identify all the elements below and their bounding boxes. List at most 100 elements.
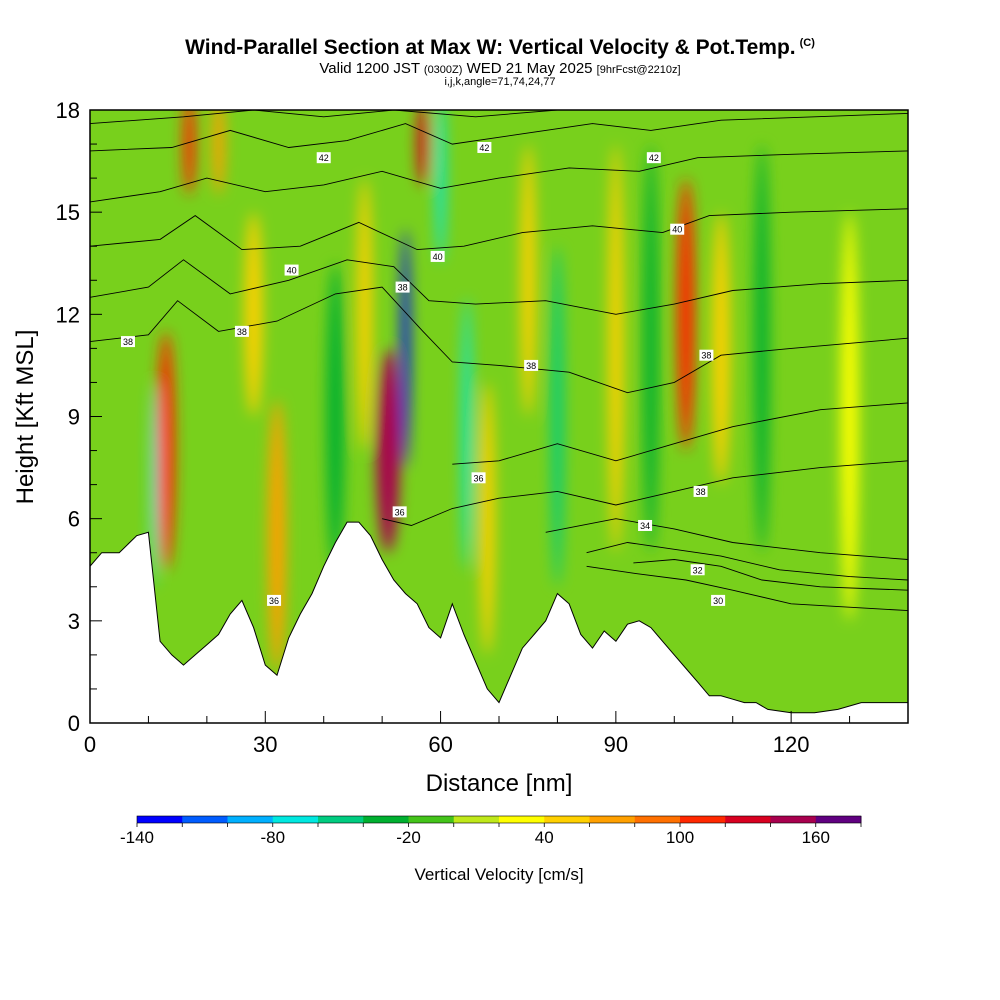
colorbar-swatch xyxy=(408,816,455,823)
contour-label-text: 42 xyxy=(479,143,489,153)
contour-label-text: 36 xyxy=(474,473,484,483)
contour-label-text: 34 xyxy=(640,521,650,531)
isentrope-34 xyxy=(586,542,908,581)
x-tick-label: 0 xyxy=(84,732,96,757)
contour-label-bg xyxy=(395,281,410,293)
contour-label-bg xyxy=(670,223,685,235)
contour-label-5: 40 xyxy=(430,250,445,262)
contour-label-8: 36 xyxy=(471,472,486,484)
contour-label-7: 38 xyxy=(524,359,539,371)
x-axis: 0 30 60 90 120 xyxy=(84,711,909,757)
isentrope-35 xyxy=(545,518,908,560)
velocity-cell-13 xyxy=(480,382,495,655)
contour-label-14: 38 xyxy=(693,485,708,497)
velocity-cell-1 xyxy=(150,382,158,587)
contour-label-bg xyxy=(477,141,492,153)
colorbar-swatch xyxy=(499,816,545,823)
contour-label-2: 40 xyxy=(284,264,299,276)
y-tick-label: 6 xyxy=(68,507,80,532)
plot-area: 38 38 40 42 38 40 42 38 36 36 36 38 40 42 38 34 32 30 xyxy=(90,110,908,723)
contour-label-text: 36 xyxy=(395,507,405,517)
contour-label-text: 38 xyxy=(701,351,711,361)
contour-label-text: 42 xyxy=(649,153,659,163)
velocity-cell-18 xyxy=(677,178,695,451)
colorbar-label: 100 xyxy=(666,828,694,847)
chart-subtitle: Valid 1200 JST (0300Z) WED 21 May 2025 [… xyxy=(0,60,1000,77)
vertical-velocity-field xyxy=(150,110,859,672)
contour-label-text: 38 xyxy=(696,487,706,497)
valid-date: WED 21 May 2025 xyxy=(466,60,593,77)
y-axis-title: Height [Kft MSL] xyxy=(12,330,39,505)
colorbar-swatch xyxy=(589,816,636,823)
contour-label-text: 40 xyxy=(287,266,297,276)
colorbar-swatch xyxy=(137,816,183,823)
colorbar-label: -140 xyxy=(120,828,154,847)
contour-label-bg xyxy=(690,564,705,576)
velocity-cell-4 xyxy=(268,399,286,672)
colorbar-label: 40 xyxy=(535,828,554,847)
contour-label-6: 42 xyxy=(477,141,492,153)
contour-label-text: 38 xyxy=(123,337,133,347)
isentrope-36 xyxy=(381,460,908,526)
contour-labels: 38 38 40 42 38 40 42 38 36 36 36 38 40 42 38 34 32 30 xyxy=(120,141,726,606)
contour-label-bg xyxy=(638,519,653,531)
isentrope-39 xyxy=(90,259,908,315)
colorbar-swatch xyxy=(182,816,228,823)
colorbar-swatch xyxy=(272,816,319,823)
contour-label-text: 42 xyxy=(319,153,329,163)
contour-label-17: 30 xyxy=(711,594,726,606)
velocity-cell-10 xyxy=(417,110,429,187)
colorbar-swatch xyxy=(453,816,500,823)
colorbar-swatch xyxy=(318,816,364,823)
velocity-cell-6 xyxy=(326,263,345,570)
contour-label-bg xyxy=(284,264,299,276)
contour-label-text: 38 xyxy=(526,361,536,371)
colorbar-swatch xyxy=(770,816,817,823)
contour-label-bg xyxy=(430,250,445,262)
contour-label-13: 42 xyxy=(646,152,661,164)
contour-label-bg xyxy=(120,336,135,348)
contour-label-10: 36 xyxy=(267,594,282,606)
contour-label-bg xyxy=(524,359,539,371)
velocity-cell-3 xyxy=(212,110,225,196)
contour-label-bg xyxy=(711,594,726,606)
colorbar-swatch xyxy=(544,816,590,823)
contour-label-1: 38 xyxy=(234,325,249,337)
velocity-cell-20 xyxy=(754,144,770,553)
contour-label-bg xyxy=(234,325,249,337)
y-tick-label: 3 xyxy=(68,609,80,634)
colorbar-swatch xyxy=(725,816,771,823)
velocity-cell-7 xyxy=(357,178,372,451)
colorbar-label: -20 xyxy=(396,828,421,847)
contour-label-bg xyxy=(316,152,331,164)
contour-label-bg xyxy=(699,349,714,361)
isentrope-41 xyxy=(90,150,908,203)
velocity-cell-15 xyxy=(520,144,536,417)
velocity-cell-9 xyxy=(401,229,410,468)
velocity-cell-5 xyxy=(244,212,263,417)
contour-label-9: 36 xyxy=(392,506,407,518)
contour-label-16: 32 xyxy=(690,564,705,576)
x-tick-label: 30 xyxy=(253,732,277,757)
contour-label-text: 38 xyxy=(237,327,247,337)
isentrope-40 xyxy=(90,208,908,251)
colorbar-swatch xyxy=(634,816,681,823)
contour-label-text: 40 xyxy=(433,252,443,262)
velocity-cell-14 xyxy=(551,246,564,587)
isentrope-43 xyxy=(90,110,628,125)
y-tick-label: 0 xyxy=(68,711,80,736)
terrain-mask xyxy=(90,521,908,723)
contour-label-bg xyxy=(471,472,486,484)
forecast-tag: [9hrFcst@2210z] xyxy=(596,64,681,76)
contour-label-text: 30 xyxy=(713,596,723,606)
contour-label-11: 38 xyxy=(699,349,714,361)
velocity-cell-12 xyxy=(462,297,472,570)
contour-label-text: 32 xyxy=(693,565,703,575)
copyright-mark: (C) xyxy=(799,37,815,49)
contour-label-bg xyxy=(646,152,661,164)
isentrope-38 xyxy=(90,286,908,394)
chart-title-text: Wind-Parallel Section at Max W: Vertical… xyxy=(185,36,796,59)
isentrope-33 xyxy=(586,565,908,612)
y-tick-label: 15 xyxy=(56,200,80,225)
